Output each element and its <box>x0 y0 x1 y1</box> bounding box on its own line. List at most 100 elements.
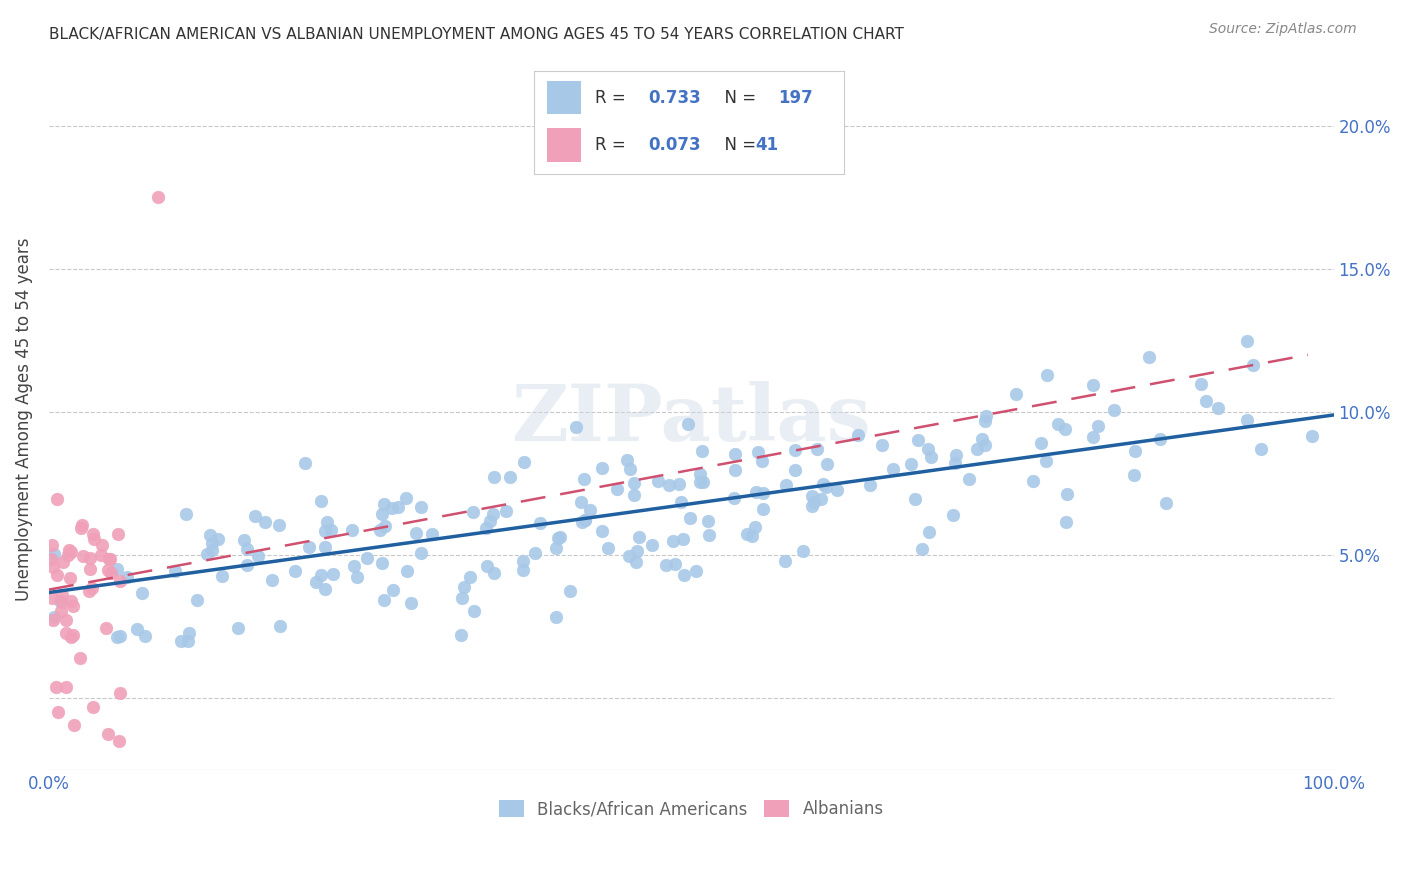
Point <box>966 442 988 456</box>
Point <box>453 580 475 594</box>
Point <box>1102 402 1125 417</box>
Point <box>51 595 73 609</box>
Point <box>373 593 395 607</box>
Point <box>918 524 941 539</box>
Point <box>342 559 364 574</box>
Point <box>236 558 259 572</box>
Point <box>374 519 396 533</box>
Point <box>917 442 939 456</box>
Point <box>177 634 200 648</box>
Text: Source: ZipAtlas.com: Source: ZipAtlas.com <box>1209 22 1357 37</box>
Point <box>72 517 94 532</box>
Point <box>131 586 153 600</box>
Point <box>672 568 695 582</box>
Point <box>524 547 547 561</box>
Point <box>676 417 699 431</box>
Point <box>315 515 337 529</box>
Point <box>825 483 848 498</box>
Point <box>911 542 934 557</box>
Point <box>1081 378 1104 392</box>
Point <box>814 480 837 494</box>
Point <box>1035 454 1057 468</box>
Point <box>547 531 569 545</box>
Point <box>803 494 825 508</box>
Point <box>58 542 80 557</box>
Point <box>574 513 596 527</box>
Point <box>163 564 186 578</box>
Point <box>373 497 395 511</box>
Point <box>463 604 485 618</box>
Point <box>420 527 443 541</box>
Point <box>405 526 427 541</box>
Point <box>499 470 522 484</box>
Point <box>72 549 94 563</box>
Point <box>495 504 517 518</box>
Text: BLACK/AFRICAN AMERICAN VS ALBANIAN UNEMPLOYMENT AMONG AGES 45 TO 54 YEARS CORREL: BLACK/AFRICAN AMERICAN VS ALBANIAN UNEMP… <box>49 27 904 42</box>
Point <box>314 540 336 554</box>
Point <box>45 681 67 695</box>
Point <box>1053 422 1076 436</box>
Point <box>80 581 103 595</box>
Point <box>79 551 101 566</box>
Point <box>115 570 138 584</box>
Point <box>198 528 221 542</box>
Point <box>801 489 824 503</box>
Point <box>267 518 290 533</box>
Point <box>60 631 83 645</box>
Point <box>512 554 534 568</box>
Point <box>623 475 645 490</box>
Point <box>974 438 997 452</box>
Point <box>1087 418 1109 433</box>
Point <box>773 554 796 568</box>
Point <box>314 582 336 597</box>
Point <box>669 494 692 508</box>
Point <box>298 540 321 554</box>
Point <box>294 456 316 470</box>
Point <box>697 527 720 541</box>
Point <box>49 594 72 608</box>
Point <box>450 628 472 642</box>
Point <box>1149 432 1171 446</box>
Point <box>685 564 707 578</box>
Point <box>207 532 229 546</box>
Point <box>236 541 259 556</box>
Point <box>574 513 596 527</box>
Point <box>127 622 149 636</box>
Point <box>107 562 129 576</box>
Point <box>747 445 769 459</box>
Point <box>1029 436 1052 450</box>
Point <box>1195 393 1218 408</box>
Point <box>41 552 63 566</box>
Point <box>356 550 378 565</box>
Point <box>387 500 409 515</box>
Point <box>63 718 86 732</box>
Point <box>972 432 994 446</box>
Point <box>1056 487 1078 501</box>
Point <box>41 537 63 551</box>
Point <box>724 463 747 477</box>
Point <box>195 547 218 561</box>
Point <box>921 450 943 464</box>
Point <box>679 511 702 525</box>
Point <box>146 190 169 204</box>
Point <box>882 462 904 476</box>
Point <box>42 547 65 561</box>
Point <box>661 534 683 549</box>
Point <box>1005 387 1028 401</box>
Point <box>479 514 502 528</box>
Point <box>973 414 995 428</box>
Point <box>186 592 208 607</box>
Point <box>859 478 882 492</box>
Point <box>82 699 104 714</box>
Point <box>1047 417 1070 432</box>
Point <box>83 532 105 546</box>
Point <box>201 543 224 558</box>
Point <box>305 574 328 589</box>
Point <box>751 454 773 468</box>
Point <box>52 555 75 569</box>
Point <box>723 491 745 505</box>
Point <box>591 524 613 538</box>
Point <box>546 610 568 624</box>
Point <box>672 532 695 546</box>
Point <box>1154 496 1177 510</box>
